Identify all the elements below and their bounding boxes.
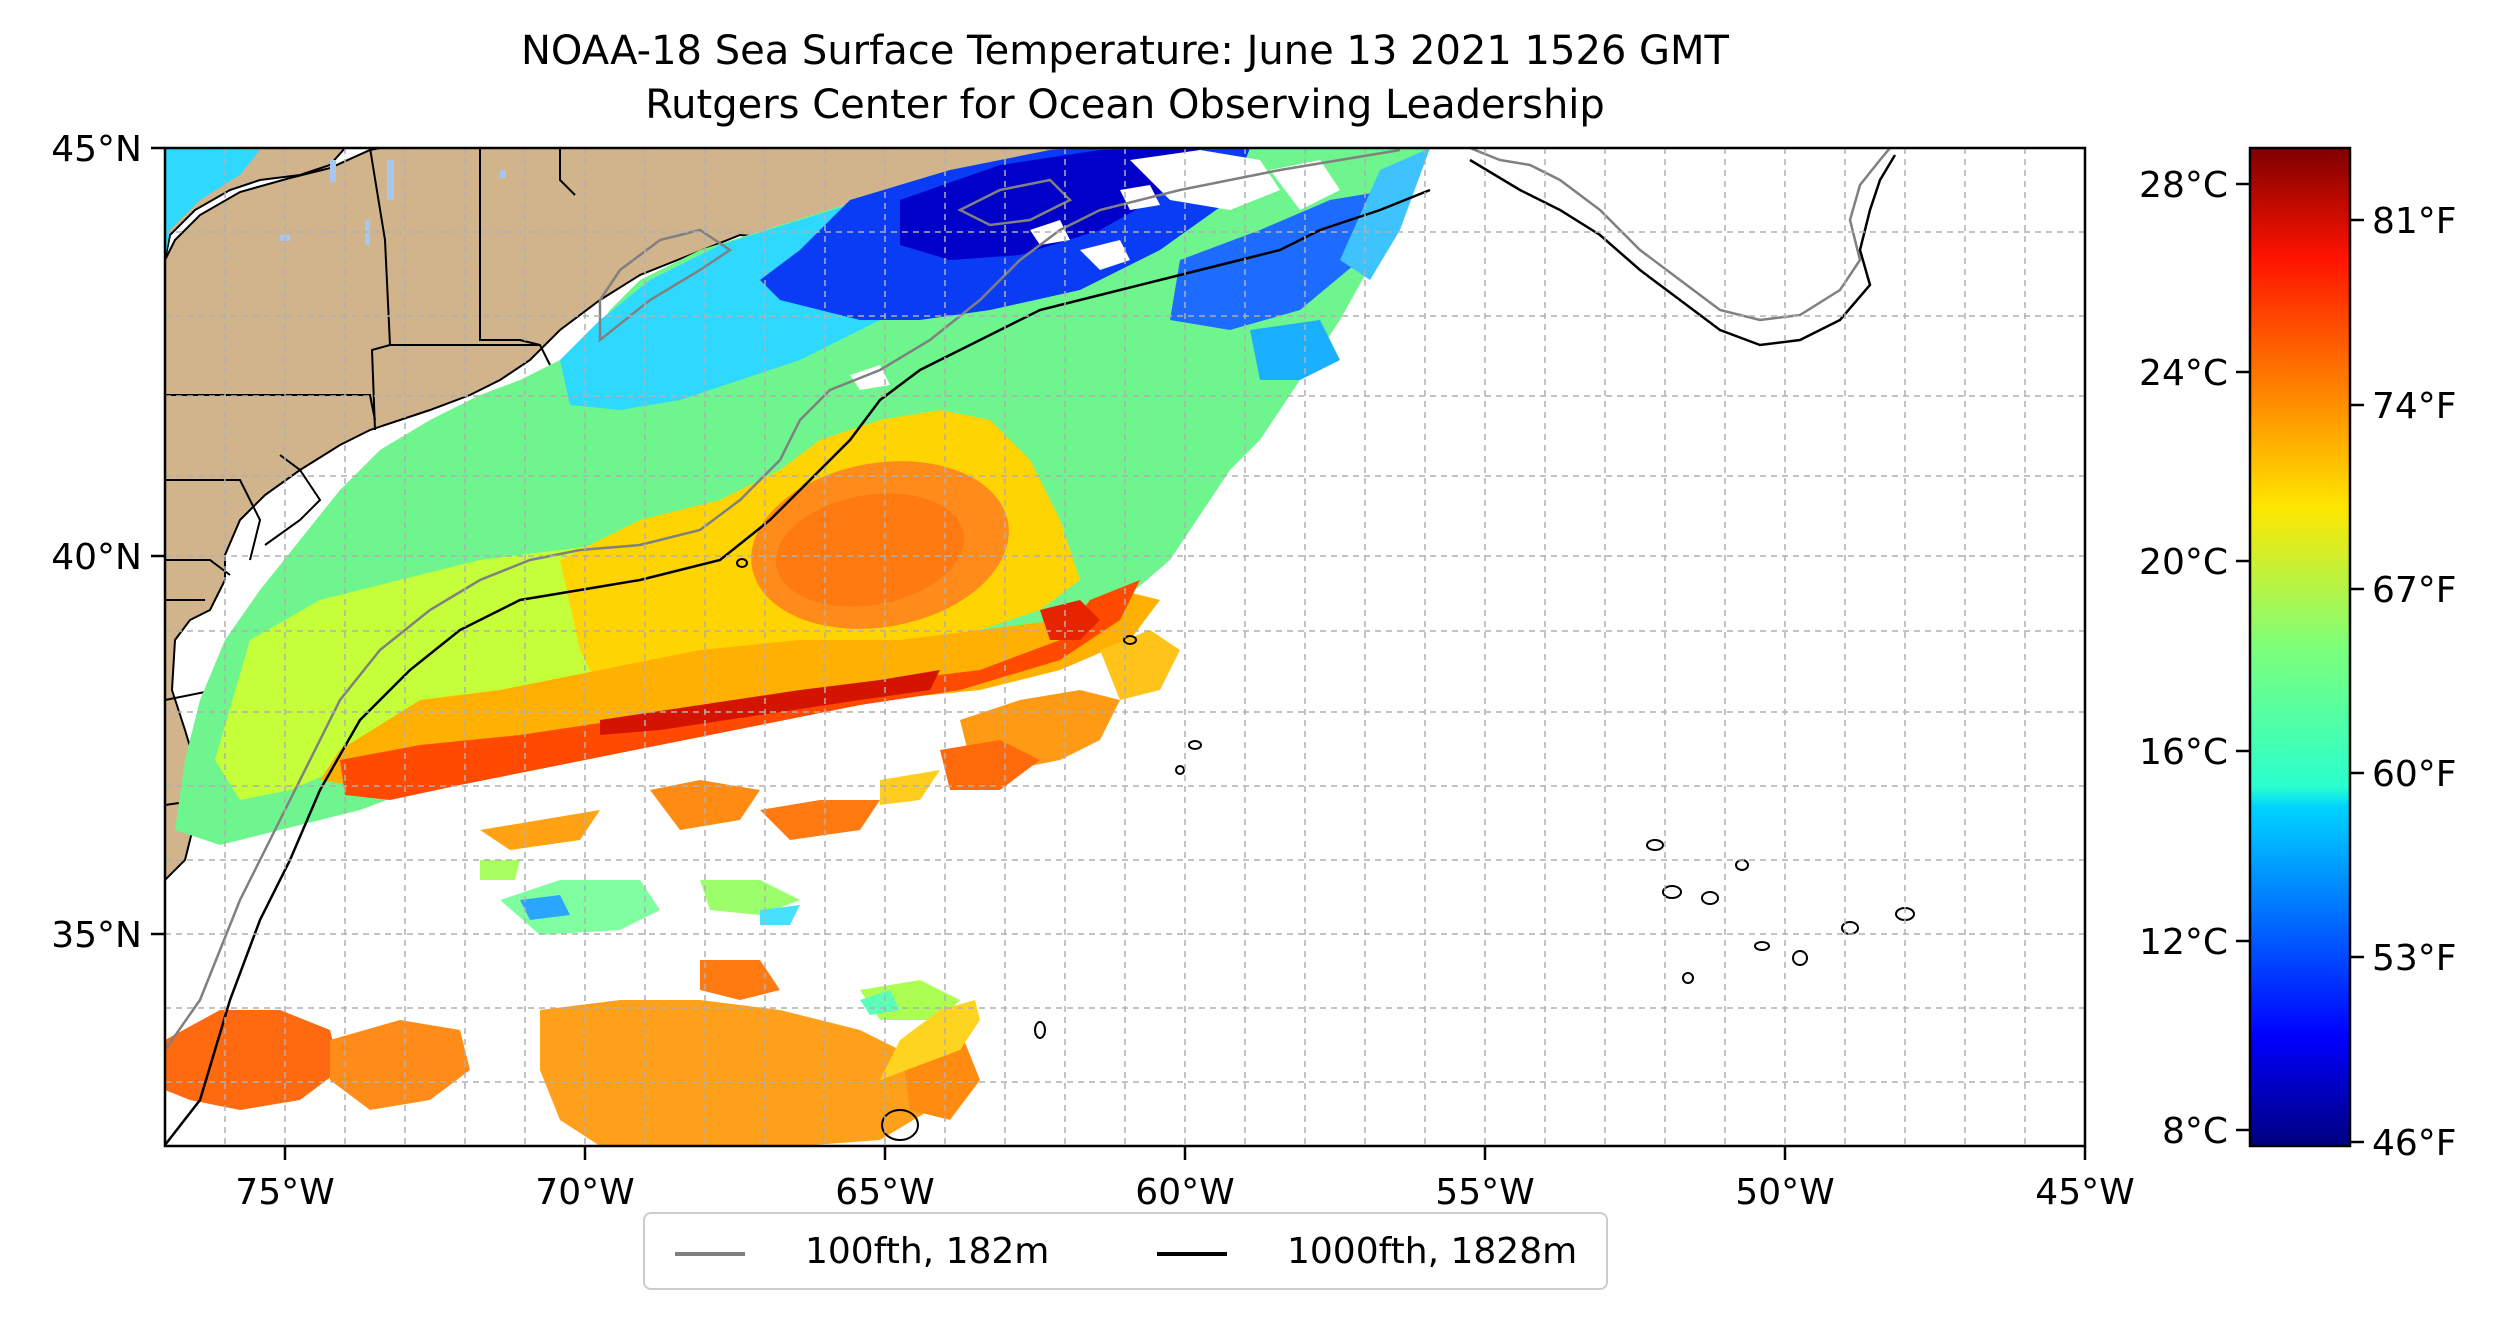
celsius-label: 28°C bbox=[2139, 165, 2228, 206]
lon-label: 70°W bbox=[535, 1172, 634, 1213]
gridlines bbox=[165, 148, 2085, 1146]
lon-label: 60°W bbox=[1135, 1172, 1234, 1213]
map-title: NOAA-18 Sea Surface Temperature: June 13… bbox=[520, 28, 1729, 74]
fahrenheit-label: 67°F bbox=[2372, 570, 2457, 611]
lon-label: 50°W bbox=[1735, 1172, 1834, 1213]
fahrenheit-label: 74°F bbox=[2372, 386, 2457, 427]
legend-label: 1000fth, 1828m bbox=[1287, 1231, 1578, 1272]
isobath-1000fth bbox=[165, 154, 1897, 1146]
colorbar bbox=[2248, 146, 2352, 1148]
longitude-labels: 75°W 70°W 65°W 60°W 55°W 50°W 45°W bbox=[235, 1172, 2134, 1213]
celsius-label: 8°C bbox=[2162, 1111, 2228, 1152]
celsius-label: 24°C bbox=[2139, 353, 2228, 394]
celsius-label: 16°C bbox=[2139, 732, 2228, 773]
fahrenheit-label: 53°F bbox=[2372, 938, 2457, 979]
celsius-label: 12°C bbox=[2139, 922, 2228, 963]
fahrenheit-label: 46°F bbox=[2372, 1123, 2457, 1164]
map-legend: 100fth, 182m 1000fth, 1828m bbox=[643, 1212, 1608, 1290]
lon-label: 75°W bbox=[235, 1172, 334, 1213]
fahrenheit-label: 81°F bbox=[2372, 201, 2457, 242]
sst-data bbox=[165, 148, 1430, 1146]
lat-label: 45°N bbox=[51, 129, 142, 170]
map-area bbox=[165, 148, 2085, 1146]
celsius-label: 20°C bbox=[2139, 542, 2228, 583]
legend-line-gray bbox=[675, 1252, 745, 1256]
colorbar-celsius-labels: 28°C 24°C 20°C 16°C 12°C 8°C bbox=[2139, 165, 2228, 1152]
latitude-labels: 35°N 40°N 45°N bbox=[51, 129, 142, 956]
legend-line-black bbox=[1157, 1252, 1227, 1256]
lat-label: 40°N bbox=[51, 537, 142, 578]
lon-label: 65°W bbox=[835, 1172, 934, 1213]
lon-label: 55°W bbox=[1435, 1172, 1534, 1213]
legend-label: 100fth, 182m bbox=[805, 1231, 1050, 1272]
lon-label: 45°W bbox=[2035, 1172, 2134, 1213]
axis-ticks bbox=[151, 146, 2087, 1160]
fahrenheit-label: 60°F bbox=[2372, 754, 2457, 795]
colorbar-fahrenheit-labels: 81°F 74°F 67°F 60°F 53°F 46°F bbox=[2372, 201, 2457, 1164]
map-subtitle: Rutgers Center for Ocean Observing Leade… bbox=[645, 82, 1605, 128]
map-frame bbox=[163, 146, 2087, 1148]
lat-label: 35°N bbox=[51, 915, 142, 956]
state-boundaries bbox=[165, 148, 576, 806]
colorbar-ticks bbox=[2236, 182, 2364, 1144]
